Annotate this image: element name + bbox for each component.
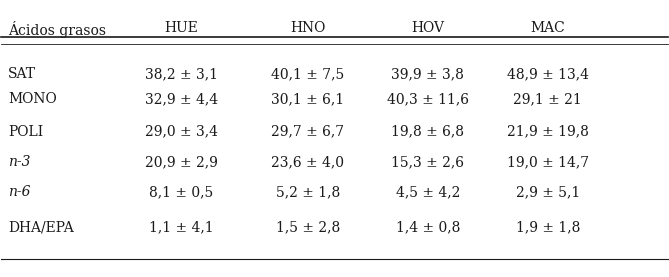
Text: 21,9 ± 19,8: 21,9 ± 19,8 xyxy=(506,125,589,139)
Text: HUE: HUE xyxy=(165,20,198,35)
Text: MONO: MONO xyxy=(8,92,57,106)
Text: 32,9 ± 4,4: 32,9 ± 4,4 xyxy=(145,92,218,106)
Text: 30,1 ± 6,1: 30,1 ± 6,1 xyxy=(272,92,345,106)
Text: 4,5 ± 4,2: 4,5 ± 4,2 xyxy=(395,185,460,199)
Text: 1,1 ± 4,1: 1,1 ± 4,1 xyxy=(149,221,213,235)
Text: Ácidos grasos: Ácidos grasos xyxy=(8,20,106,38)
Text: MAC: MAC xyxy=(531,20,565,35)
Text: 1,5 ± 2,8: 1,5 ± 2,8 xyxy=(276,221,340,235)
Text: 29,7 ± 6,7: 29,7 ± 6,7 xyxy=(272,125,345,139)
Text: 15,3 ± 2,6: 15,3 ± 2,6 xyxy=(391,155,464,169)
Text: 1,4 ± 0,8: 1,4 ± 0,8 xyxy=(395,221,460,235)
Text: 19,0 ± 14,7: 19,0 ± 14,7 xyxy=(506,155,589,169)
Text: 23,6 ± 4,0: 23,6 ± 4,0 xyxy=(272,155,345,169)
Text: HNO: HNO xyxy=(290,20,326,35)
Text: DHA/EPA: DHA/EPA xyxy=(8,221,74,235)
Text: 1,9 ± 1,8: 1,9 ± 1,8 xyxy=(516,221,580,235)
Text: 29,0 ± 3,4: 29,0 ± 3,4 xyxy=(145,125,218,139)
Text: 39,9 ± 3,8: 39,9 ± 3,8 xyxy=(391,67,464,81)
Text: 5,2 ± 1,8: 5,2 ± 1,8 xyxy=(276,185,340,199)
Text: n-6: n-6 xyxy=(8,185,31,199)
Text: 40,1 ± 7,5: 40,1 ± 7,5 xyxy=(271,67,345,81)
Text: 19,8 ± 6,8: 19,8 ± 6,8 xyxy=(391,125,464,139)
Text: SAT: SAT xyxy=(8,67,36,81)
Text: 20,9 ± 2,9: 20,9 ± 2,9 xyxy=(145,155,217,169)
Text: HOV: HOV xyxy=(411,20,444,35)
Text: 8,1 ± 0,5: 8,1 ± 0,5 xyxy=(149,185,213,199)
Text: 2,9 ± 5,1: 2,9 ± 5,1 xyxy=(516,185,580,199)
Text: 48,9 ± 13,4: 48,9 ± 13,4 xyxy=(506,67,589,81)
Text: 29,1 ± 21: 29,1 ± 21 xyxy=(513,92,582,106)
Text: n-3: n-3 xyxy=(8,155,31,169)
Text: 38,2 ± 3,1: 38,2 ± 3,1 xyxy=(145,67,218,81)
Text: POLI: POLI xyxy=(8,125,43,139)
Text: 40,3 ± 11,6: 40,3 ± 11,6 xyxy=(387,92,469,106)
